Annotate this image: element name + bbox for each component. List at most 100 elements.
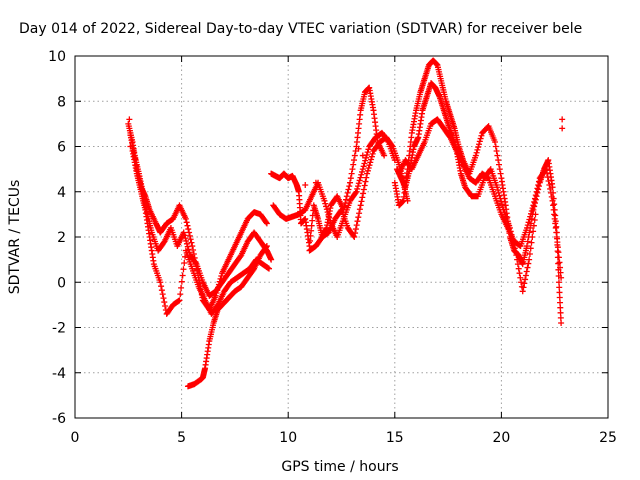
data-point <box>352 189 359 196</box>
data-point <box>307 232 314 239</box>
data-point <box>368 156 375 163</box>
data-point <box>355 145 362 152</box>
data-point <box>354 185 361 192</box>
data-point <box>514 261 521 268</box>
series-track-j <box>396 116 565 281</box>
data-point <box>343 193 350 200</box>
data-point <box>517 274 524 281</box>
series-track-d <box>184 243 270 390</box>
data-point <box>494 187 501 194</box>
data-point <box>263 243 270 250</box>
data-point <box>512 248 519 255</box>
data-point <box>523 268 530 275</box>
series-track-e <box>268 84 388 250</box>
data-point <box>360 163 367 170</box>
data-point <box>157 279 164 286</box>
data-point <box>530 202 537 209</box>
data-point <box>556 284 563 291</box>
data-point <box>364 149 371 156</box>
data-point <box>325 211 332 218</box>
data-point <box>184 222 191 229</box>
data-point <box>309 217 316 224</box>
data-point <box>326 214 333 221</box>
data-point <box>535 178 542 185</box>
data-point <box>522 272 529 279</box>
data-point <box>492 138 499 145</box>
data-point <box>557 314 564 321</box>
data-point <box>528 239 535 246</box>
data-point <box>524 238 531 245</box>
data-point <box>495 157 502 164</box>
data-point <box>186 232 193 239</box>
data-point <box>361 160 368 167</box>
data-point <box>511 245 518 252</box>
data-point <box>356 177 363 184</box>
data-point <box>358 171 365 178</box>
data-point <box>364 167 371 174</box>
data-point <box>544 174 551 181</box>
data-point <box>356 206 363 213</box>
data-point <box>321 197 328 204</box>
data-point <box>360 190 367 197</box>
data-point <box>473 149 480 156</box>
data-point <box>186 229 193 236</box>
data-point <box>187 236 194 243</box>
data-point <box>366 162 373 169</box>
data-point <box>158 283 165 290</box>
data-point <box>350 161 357 168</box>
data-point <box>533 188 540 195</box>
data-point <box>557 309 564 316</box>
data-point <box>530 222 537 229</box>
data-point <box>525 260 532 267</box>
data-point <box>351 152 358 159</box>
data-point <box>525 219 532 226</box>
y-tick-label: -6 <box>52 411 66 427</box>
data-point <box>551 201 558 208</box>
data-point <box>182 215 189 222</box>
data-point <box>497 170 504 177</box>
data-point <box>526 250 533 257</box>
data-point <box>369 150 376 157</box>
data-point <box>302 181 309 188</box>
data-point <box>365 164 372 171</box>
data-point <box>351 157 358 164</box>
data-point <box>556 259 563 266</box>
data-point <box>362 157 369 164</box>
data-point <box>388 142 395 149</box>
data-point <box>347 175 354 182</box>
data-point <box>126 116 133 123</box>
data-point <box>532 192 539 199</box>
x-tick-label: 25 <box>599 430 617 446</box>
data-point <box>364 170 371 177</box>
data-point <box>555 279 562 286</box>
data-point <box>341 203 348 210</box>
data-point <box>476 141 483 148</box>
y-tick-label: 8 <box>57 94 66 110</box>
data-point <box>177 291 184 298</box>
data-point <box>266 265 273 272</box>
data-point <box>523 243 530 250</box>
data-point <box>353 222 360 229</box>
x-tick-label: 0 <box>71 430 80 446</box>
data-point <box>381 152 388 159</box>
data-point <box>353 188 360 195</box>
data-point <box>477 135 484 142</box>
data-point <box>553 234 560 240</box>
data-point <box>322 200 329 207</box>
data-point <box>529 234 536 240</box>
data-point <box>558 319 565 326</box>
chart-title: Day 014 of 2022, Sidereal Day-to-day VTE… <box>19 21 582 37</box>
data-point <box>474 146 481 153</box>
data-point <box>183 240 190 247</box>
data-point <box>263 220 270 227</box>
data-point <box>185 226 192 233</box>
data-point <box>526 216 533 223</box>
data-point <box>524 264 531 271</box>
axes: 0 5 10 15 20 25 -6 -4 -2 0 2 4 6 8 10 <box>48 49 617 446</box>
data-point <box>178 284 185 291</box>
data-point <box>351 234 358 240</box>
data-point <box>192 260 199 267</box>
data-point <box>554 244 561 251</box>
data-point <box>347 179 354 186</box>
data-point <box>181 232 188 239</box>
